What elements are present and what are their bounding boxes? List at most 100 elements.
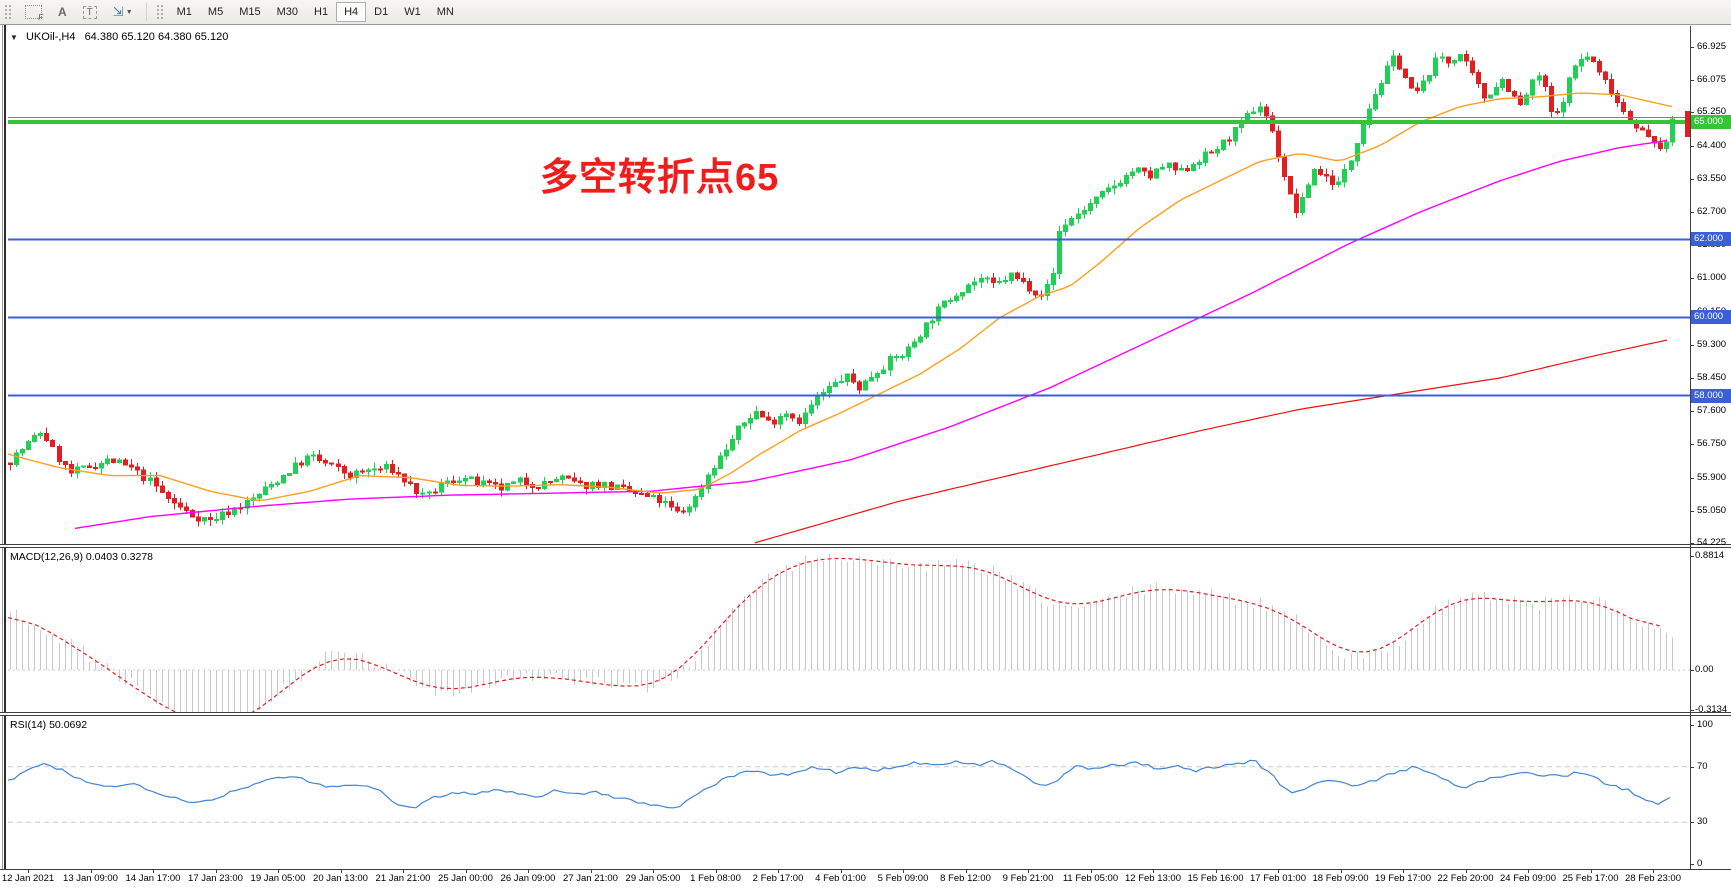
rsi-axis-tick xyxy=(1690,725,1694,726)
main-price-chart[interactable] xyxy=(6,28,1690,544)
time-tick-label: 25 Jan 00:00 xyxy=(438,873,493,884)
macd-tick-label: -0.3134 xyxy=(1695,704,1728,716)
price-axis-tick xyxy=(1690,411,1694,413)
timeframe-button-m15[interactable]: M15 xyxy=(231,2,268,22)
timeframe-button-mn[interactable]: MN xyxy=(429,2,462,22)
time-tick-label: 15 Feb 16:00 xyxy=(1187,873,1244,884)
time-tick-label: 25 Feb 17:00 xyxy=(1562,873,1619,884)
time-axis-tick xyxy=(1528,869,1529,873)
toolbar-separator xyxy=(145,3,147,21)
text-box-button[interactable]: T xyxy=(75,2,105,22)
rsi-tick-label: 70 xyxy=(1697,760,1708,772)
rsi-axis-tick xyxy=(1690,766,1694,768)
dropdown-caret-icon[interactable]: ▼ xyxy=(125,8,133,16)
time-axis-tick xyxy=(590,869,592,873)
moving-average-line xyxy=(7,92,1673,501)
time-axis-tick xyxy=(1403,869,1404,873)
panel-separator-macd-rsi[interactable] xyxy=(0,712,1731,716)
price-axis-tick xyxy=(1690,510,1694,512)
toolbar-grip[interactable] xyxy=(4,4,13,20)
price-axis-border xyxy=(1690,26,1691,869)
time-tick-label: 17 Jan 23:00 xyxy=(188,873,243,884)
time-axis-tick xyxy=(1090,869,1092,873)
timeframe-button-m1[interactable]: M1 xyxy=(169,2,200,22)
time-axis-tick xyxy=(215,869,217,873)
timeframe-button-d1[interactable]: D1 xyxy=(366,2,396,22)
timeframe-button-m30[interactable]: M30 xyxy=(269,2,306,22)
time-tick-label: 8 Feb 12:00 xyxy=(940,873,991,884)
time-axis-tick xyxy=(778,869,779,873)
time-tick-label: 29 Jan 05:00 xyxy=(625,873,681,884)
time-tick-label: 28 Feb 23:00 xyxy=(1625,873,1681,884)
rsi-panel[interactable] xyxy=(6,717,1690,868)
timeframe-button-h4[interactable]: H4 xyxy=(336,2,367,22)
time-tick-label: 4 Feb 01:00 xyxy=(815,873,866,884)
chart-dropdown-icon[interactable]: ▼ xyxy=(10,33,18,42)
price-axis-tick xyxy=(1690,178,1694,180)
rsi-tick-label: 100 xyxy=(1697,719,1713,730)
rsi-tick-label: 0 xyxy=(1697,858,1703,869)
rsi-tick-label: 30 xyxy=(1697,816,1708,828)
text-label-button[interactable]: A xyxy=(50,2,75,22)
timeframe-button-h1[interactable]: H1 xyxy=(306,2,336,22)
price-tick-label: 66.925 xyxy=(1697,41,1727,52)
toolbar: F A T ⇲ ▼ M1 M5 M15 M30 H1 H4 D1 W1 MN xyxy=(0,0,1731,25)
macd-axis-tick xyxy=(1690,710,1694,712)
timeframe-button-w1[interactable]: W1 xyxy=(396,2,429,22)
time-axis-tick xyxy=(715,869,717,873)
panel-separator-main-macd[interactable] xyxy=(0,544,1731,548)
rsi-line xyxy=(7,759,1671,809)
timeframe-button-m5[interactable]: M5 xyxy=(200,2,231,22)
window-left-border xyxy=(2,25,3,869)
time-axis-tick xyxy=(278,869,279,873)
price-axis-tick xyxy=(1690,47,1694,48)
timeframe-button-group: M1 M5 M15 M30 H1 H4 D1 W1 MN xyxy=(169,2,462,22)
time-axis-tick xyxy=(1590,869,1592,873)
time-axis-tick xyxy=(1278,869,1279,873)
horizontal-line-objects xyxy=(8,116,1690,397)
macd-histogram xyxy=(9,554,1674,712)
toolbar-grip[interactable] xyxy=(155,4,165,20)
rsi-indicator-label: RSI(14) 50.0692 xyxy=(10,719,88,731)
time-tick-label: 27 Jan 21:00 xyxy=(563,873,618,884)
time-tick-label: 13 Jan 09:00 xyxy=(63,873,118,884)
rsi-axis-tick xyxy=(1690,864,1694,865)
macd-axis-tick xyxy=(1690,670,1694,671)
time-axis-tick xyxy=(1340,869,1342,873)
price-tick-label: 61.000 xyxy=(1697,272,1727,284)
time-axis-tick xyxy=(465,869,467,873)
time-axis-tick xyxy=(840,869,842,873)
time-axis-tick xyxy=(340,869,342,873)
time-tick-label: 20 Jan 13:00 xyxy=(313,873,368,884)
macd-tick-label: 0.00 xyxy=(1695,664,1714,675)
time-axis-border xyxy=(0,869,1731,870)
price-axis-tick xyxy=(1690,477,1694,479)
macd-panel[interactable] xyxy=(6,549,1690,712)
price-axis-tick xyxy=(1690,543,1694,544)
letter-a-icon: A xyxy=(58,5,67,19)
time-axis-tick xyxy=(1653,869,1654,873)
price-tick-label: 64.400 xyxy=(1697,139,1727,151)
time-tick-label: 12 Feb 13:00 xyxy=(1125,873,1181,884)
macd-tick-label: 0.8814 xyxy=(1695,550,1725,562)
time-tick-label: 1 Feb 08:00 xyxy=(690,873,741,884)
chart-template-button[interactable]: F xyxy=(17,2,50,22)
time-tick-label: 19 Jan 05:00 xyxy=(250,873,306,884)
price-tick-label: 58.450 xyxy=(1697,371,1727,383)
price-tick-label: 65.250 xyxy=(1697,106,1727,118)
time-axis-tick xyxy=(153,869,154,873)
macd-axis-tick xyxy=(1690,556,1694,558)
time-tick-label: 24 Feb 09:00 xyxy=(1500,873,1556,884)
chart-annotation-text: 多空转折点65 xyxy=(540,157,780,199)
time-axis-tick xyxy=(965,869,967,873)
dotted-grid-icon: F xyxy=(25,5,43,22)
price-axis-tick xyxy=(1690,112,1694,114)
time-axis-tick xyxy=(903,869,904,873)
time-tick-label: 14 Jan 17:00 xyxy=(125,873,181,884)
time-axis-tick xyxy=(28,869,29,873)
arrow-objects-button[interactable]: ⇲ ▼ xyxy=(105,2,141,22)
time-tick-label: 22 Feb 20:00 xyxy=(1437,873,1494,884)
price-tick-label: 59.300 xyxy=(1697,338,1727,350)
chart-title: ▼ UKOil-,H4 64.380 65.120 64.380 65.120 xyxy=(10,31,228,43)
time-tick-label: 9 Feb 21:00 xyxy=(1002,873,1054,884)
